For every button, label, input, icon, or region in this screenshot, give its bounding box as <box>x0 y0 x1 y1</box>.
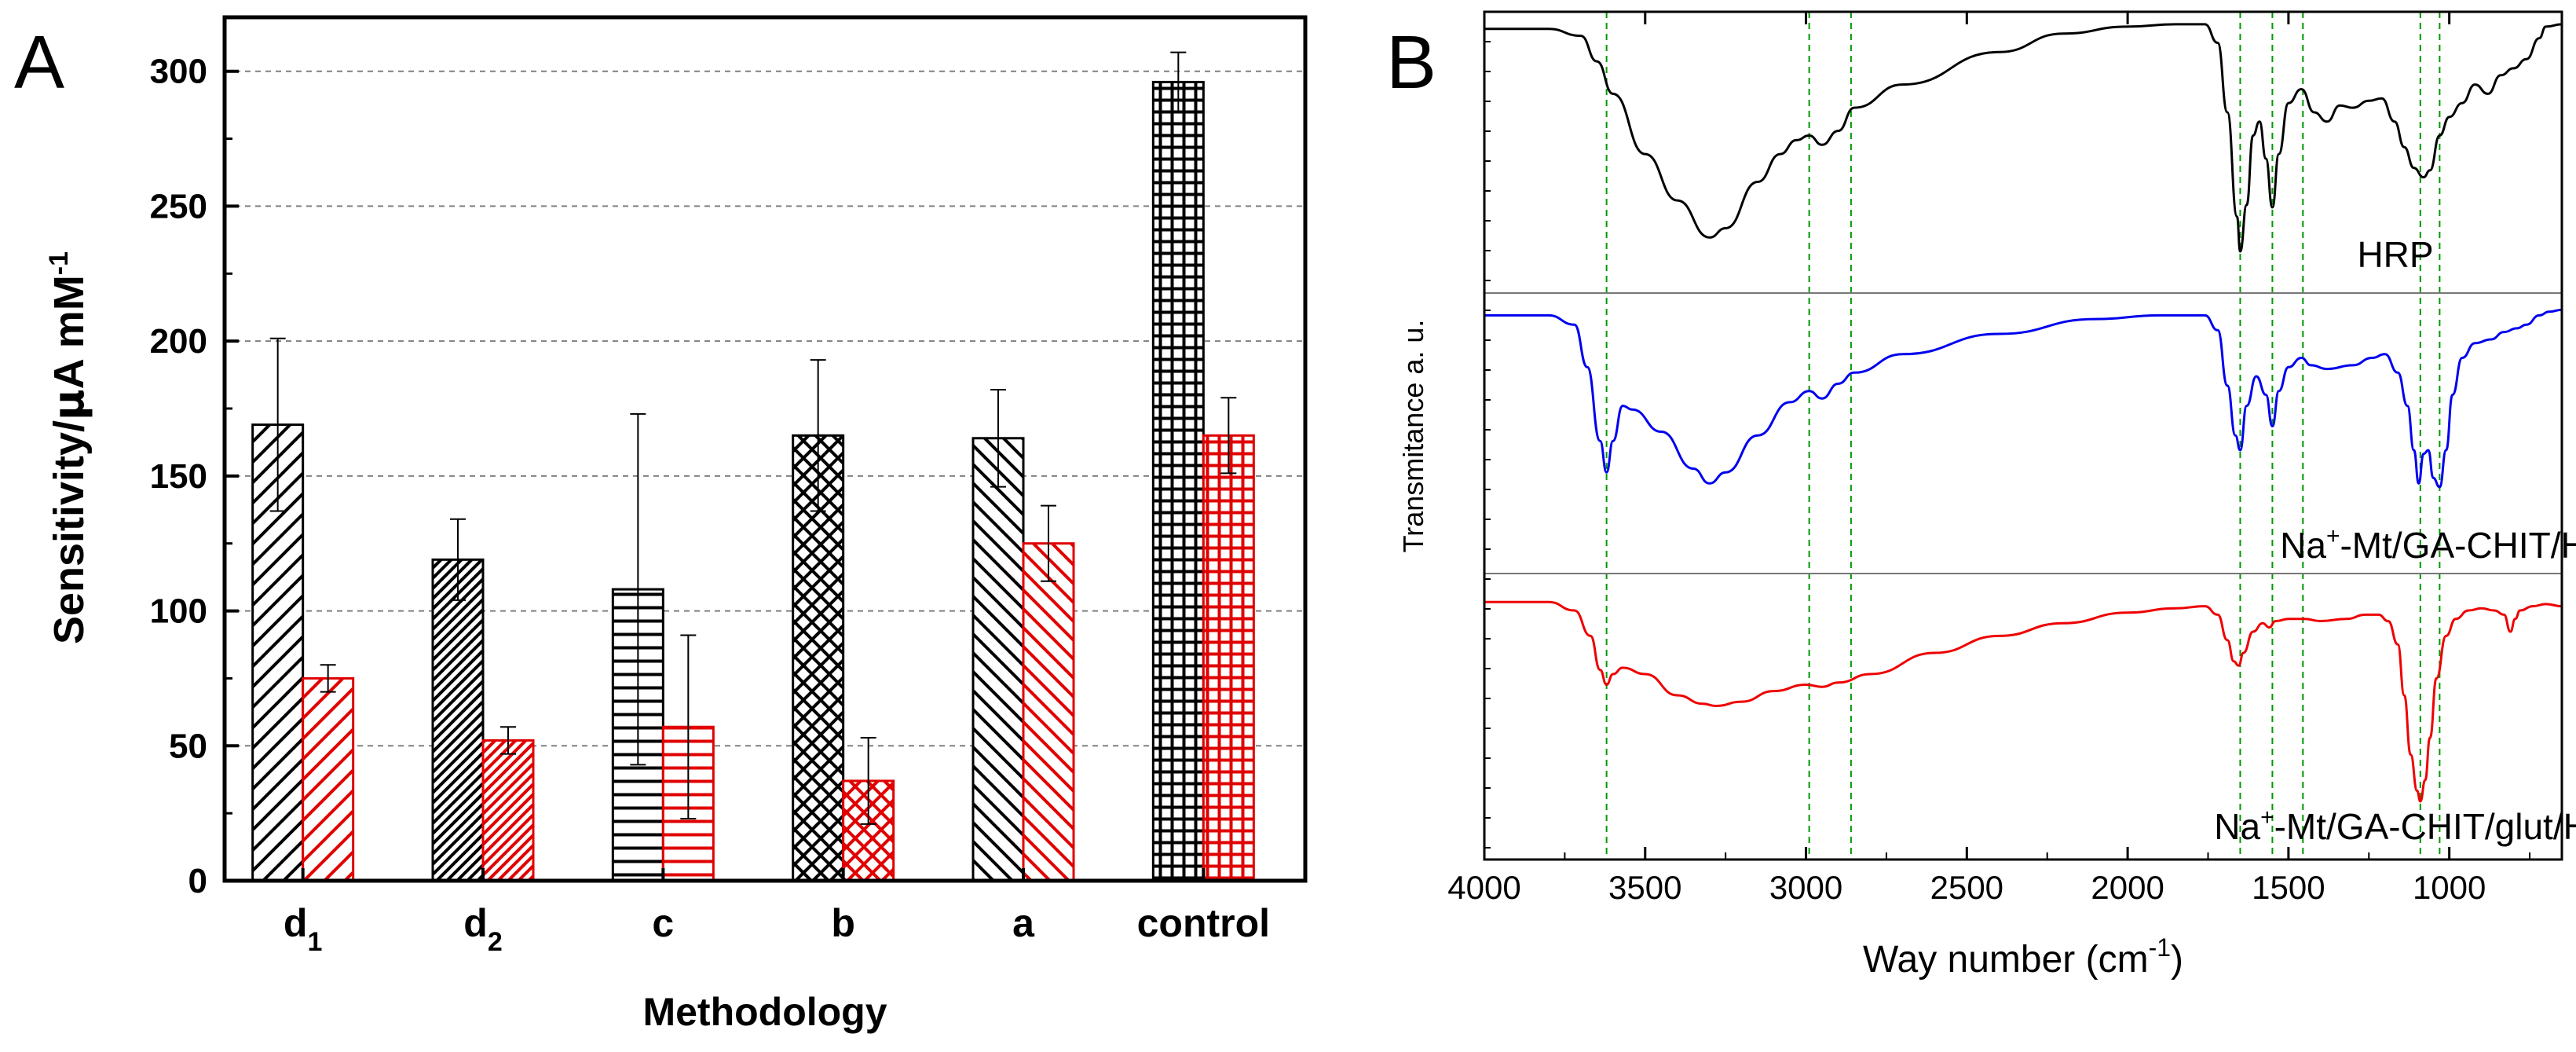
panel-b-x-tick-label: 4000 <box>1447 869 1520 906</box>
panel-a-y-axis-label: Sensitivity/μA mM-1 <box>44 251 93 644</box>
panel-b-x-tick-label: 1000 <box>2413 869 2486 906</box>
category-label: d1 <box>284 901 322 957</box>
panel-b-x-tick-label: 3500 <box>1608 869 1681 906</box>
panel-a-y-tick-label: 250 <box>150 187 207 225</box>
panel-a-y-tick-label: 100 <box>150 592 207 631</box>
panel-b-x-tick-label: 1500 <box>2252 869 2325 906</box>
panel-a-gridlines <box>225 70 1305 747</box>
category-label: control <box>1137 901 1270 945</box>
panel-a-letter: A <box>14 20 64 104</box>
panel-b-letter: B <box>1386 20 1436 104</box>
panel-a-x-ticks: d1 d2 c b a control <box>284 868 1270 957</box>
panel-b-y-minor-ticks <box>1484 41 1491 849</box>
panel-a-x-axis-label: Methodology <box>642 990 887 1034</box>
panel-b-y-axis-label: Transmitance a. u. <box>1397 320 1429 553</box>
panel-b-x-tick-label: 2500 <box>1930 869 2003 906</box>
spectrum-line <box>1484 23 2563 253</box>
trace-label: HRP <box>2357 234 2433 275</box>
panel-b-x-tick-label: 2000 <box>2091 869 2164 906</box>
bar <box>431 558 485 882</box>
bar <box>302 676 355 882</box>
panel-b-x-ticks: 4000 3500 3000 2500 2000 1500 1000 <box>1447 12 2531 906</box>
bar <box>971 437 1025 882</box>
trace-label: Na+-Mt/GA-CHIT/HRPphys <box>2280 523 2576 575</box>
panel-a-y-ticks: 0 50 100 150 200 250 300 <box>150 53 239 900</box>
spectrum-line <box>1484 600 2563 803</box>
category-label: c <box>652 901 674 945</box>
panel-a-y-tick-label: 200 <box>150 322 207 361</box>
bar <box>1202 434 1255 882</box>
panel-a-y-tick-label: 50 <box>169 727 207 765</box>
panel-b-guide-lines <box>1605 12 2441 860</box>
panel-b-ftir-spectra: B 4000 3500 3000 2500 2000 1500 1000 HRP Na+-Mt… <box>1386 10 2576 981</box>
panel-b-plot-frame <box>1483 10 2563 861</box>
panel-a-y-tick-label: 0 <box>188 862 207 900</box>
bar <box>1151 80 1205 882</box>
trace-label: Na+-Mt/GA-CHIT/glut/HRP <box>2214 805 2576 847</box>
panel-b-x-tick-label: 3000 <box>1769 869 1842 906</box>
bar <box>481 739 535 882</box>
spectrum-line <box>1484 308 2563 489</box>
panel-a-bars <box>251 80 1255 882</box>
panel-a-y-tick-label: 300 <box>150 53 207 91</box>
category-label: a <box>1012 901 1035 945</box>
panel-b-x-axis-label: Way number (cm-1) <box>1863 933 2183 981</box>
bar <box>1022 542 1075 882</box>
panel-a-y-tick-label: 150 <box>150 457 207 496</box>
panel-a-bar-chart: A 0 50 100 150 200 250 300 d1 d2 c b a control Sens… <box>14 15 1308 1034</box>
panel-b-trace-labels: HRP Na+-Mt/GA-CHIT/HRPphys Na+-Mt/GA-CHIT/… <box>2214 234 2576 847</box>
panel-b-spectra <box>1484 23 2563 803</box>
panel-a-error-bars <box>269 51 1237 825</box>
panel-a-plot-frame <box>222 15 1308 883</box>
category-label: d2 <box>463 901 502 957</box>
category-label: b <box>831 901 855 945</box>
